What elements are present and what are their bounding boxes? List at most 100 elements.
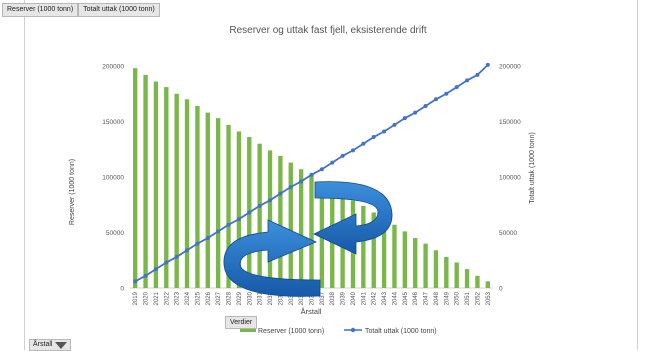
bar-2021 <box>153 81 159 288</box>
bar-2023 <box>174 93 179 288</box>
x-tick-label: 2035 <box>299 291 305 305</box>
bar-2034 <box>288 162 293 288</box>
bar-2053 <box>485 281 490 288</box>
x-axis-label: Årstall <box>301 307 322 316</box>
point-2025 <box>195 241 200 246</box>
x-tick-label: 2026 <box>206 291 212 305</box>
point-2032 <box>268 198 273 203</box>
point-2033 <box>278 191 283 196</box>
bar-2029 <box>236 131 242 288</box>
y2-axis-label: Totalt uttak (1000 tonn) <box>529 132 536 204</box>
point-2038 <box>330 160 335 165</box>
point-2046 <box>413 110 418 115</box>
point-2051 <box>465 78 470 83</box>
y-tick-label: 0 <box>120 286 124 293</box>
legend-swatch-reserver <box>240 328 256 332</box>
pivot-field-bar: Reserver (1000 tonn) Totalt uttak (1000 … <box>2 3 160 17</box>
x-tick-label: 2044 <box>392 291 398 305</box>
left-frame-line <box>24 0 25 350</box>
point-2035 <box>299 179 304 184</box>
x-tick-label: 2049 <box>444 291 450 305</box>
bar-2028 <box>226 124 231 288</box>
bar-2049 <box>444 256 449 288</box>
x-tick-label: 2022 <box>164 291 170 305</box>
bar-2022 <box>164 87 169 288</box>
x-tick-label: 2023 <box>175 291 181 305</box>
y2-tick-label: 0 <box>499 286 503 293</box>
x-tick-label: 2032 <box>268 291 274 305</box>
legend: Reserver (1000 tonn) Totalt uttak (1000 … <box>240 327 437 335</box>
x-tick-label: 2030 <box>247 291 253 305</box>
point-2053 <box>485 62 490 67</box>
point-2024 <box>185 248 190 253</box>
x-tick-label: 2020 <box>144 291 150 305</box>
bar-2032 <box>267 150 273 288</box>
y2-tick-label: 200000 <box>499 64 521 71</box>
x-tick-label: 2025 <box>195 291 201 305</box>
x-tick-label: 2036 <box>310 291 316 305</box>
y2-tick-label: 150000 <box>499 119 521 126</box>
point-2036 <box>309 172 314 177</box>
bar-2041 <box>361 205 366 288</box>
bar-2020 <box>143 74 148 288</box>
bar-2035 <box>298 169 304 288</box>
bar-2025 <box>195 105 200 289</box>
x-tick-label: 2051 <box>465 291 471 305</box>
x-tick-label: 2027 <box>216 291 222 305</box>
bar-2031 <box>257 143 262 288</box>
y-tick-label: 50000 <box>106 230 124 237</box>
point-2029 <box>236 217 241 222</box>
bar-2033 <box>278 155 283 288</box>
field-button-verdier[interactable]: Verdier <box>225 316 258 329</box>
dropdown-arrow-icon[interactable] <box>55 341 68 349</box>
x-tick-label: 2029 <box>237 291 243 305</box>
x-tick-label: 2038 <box>330 291 336 305</box>
bar-2044 <box>392 224 397 288</box>
y-axis-label: Reserver (1000 tonn) <box>69 159 76 225</box>
y-tick-label: 200000 <box>102 64 124 71</box>
x-tick-label: 2028 <box>227 291 233 305</box>
point-2045 <box>402 116 407 121</box>
point-2047 <box>423 103 428 108</box>
x-tick-label: 2019 <box>133 291 139 305</box>
bar-2046 <box>413 238 418 288</box>
right-frame-line <box>637 0 638 350</box>
x-tick-label: 2053 <box>486 291 492 305</box>
bar-2052 <box>475 275 480 288</box>
point-2043 <box>382 129 387 134</box>
x-tick-label: 2050 <box>455 291 461 305</box>
x-tick-label: 2052 <box>475 291 481 305</box>
circular-arrows-icon <box>223 181 393 297</box>
bar-2019 <box>133 68 138 288</box>
y-tick-label: 100000 <box>102 175 124 182</box>
x-tick-label: 2034 <box>289 291 295 305</box>
legend-label-reserver: Reserver (1000 tonn) <box>258 328 324 335</box>
bar-2042 <box>371 212 376 288</box>
bar-2043 <box>381 219 387 288</box>
x-tick-label: 2033 <box>278 291 284 305</box>
field-button-totalt-uttak[interactable]: Totalt uttak (1000 tonn) <box>78 3 160 17</box>
bar-2027 <box>215 118 221 288</box>
field-button-arstall[interactable]: Årstall <box>29 339 72 351</box>
point-2022 <box>164 260 169 265</box>
bar-2024 <box>184 99 190 288</box>
point-2040 <box>350 148 355 153</box>
field-button-reserver[interactable]: Reserver (1000 tonn) <box>2 3 79 17</box>
point-2021 <box>153 267 158 272</box>
point-2026 <box>205 236 210 241</box>
x-tick-label: 2040 <box>351 291 357 305</box>
point-2030 <box>247 210 252 215</box>
bar-2048 <box>433 250 439 288</box>
y2-tick-label: 50000 <box>499 230 517 237</box>
x-tick-label: 2039 <box>341 291 347 305</box>
x-tick-label: 2021 <box>154 291 160 305</box>
chart-title: Reserver og uttak fast fjell, eksisteren… <box>229 25 427 36</box>
x-tick-label: 2031 <box>258 291 264 305</box>
point-2028 <box>226 222 231 227</box>
x-tick-label: 2024 <box>185 291 191 305</box>
x-tick-label: 2043 <box>382 291 388 305</box>
x-tick-label: 2045 <box>403 291 409 305</box>
x-tick-label: 2041 <box>361 291 367 305</box>
point-2048 <box>433 97 438 102</box>
